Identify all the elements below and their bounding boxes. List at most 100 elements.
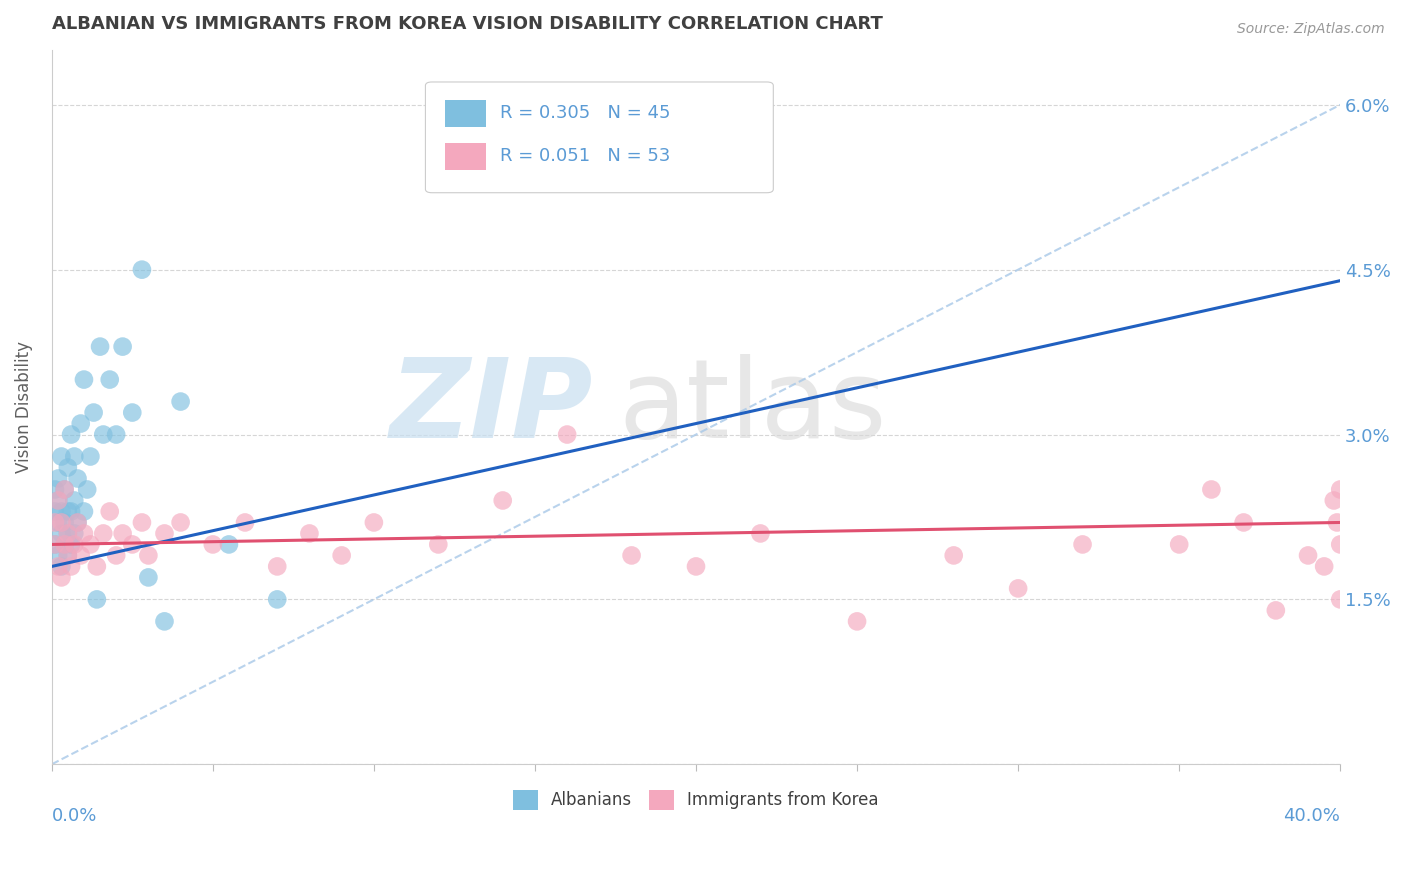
Point: [79, 450, 101, 464]
FancyBboxPatch shape: [426, 82, 773, 193]
Point: [169, 516, 191, 530]
Point: [73, 373, 96, 387]
Point: [91, 526, 114, 541]
Point: [131, 516, 153, 530]
Point: [98, 373, 121, 387]
Point: [111, 526, 134, 541]
Point: [53, 537, 76, 551]
Point: [169, 394, 191, 409]
Point: [1329, 483, 1351, 497]
Point: [44, 483, 66, 497]
Point: [63, 493, 86, 508]
Point: [86, 592, 108, 607]
FancyBboxPatch shape: [444, 100, 486, 127]
Point: [66, 516, 89, 530]
Point: [66, 516, 89, 530]
Point: [46, 549, 69, 563]
Point: [56, 526, 79, 541]
Point: [63, 526, 86, 541]
Point: [138, 549, 160, 563]
Point: [330, 549, 353, 563]
Point: [69, 549, 91, 563]
Point: [131, 262, 153, 277]
Text: 40.0%: 40.0%: [1284, 807, 1340, 825]
Point: [56, 504, 79, 518]
Point: [44, 516, 66, 530]
Point: [298, 526, 321, 541]
Point: [56, 549, 79, 563]
Point: [53, 516, 76, 530]
Point: [363, 516, 385, 530]
Legend: Albanians, Immigrants from Korea: Albanians, Immigrants from Korea: [506, 783, 886, 817]
Point: [51, 516, 73, 530]
Text: atlas: atlas: [619, 353, 887, 460]
Point: [51, 526, 73, 541]
Point: [266, 592, 288, 607]
Point: [56, 526, 79, 541]
Point: [83, 405, 105, 419]
Point: [46, 516, 69, 530]
Point: [91, 427, 114, 442]
Point: [218, 537, 240, 551]
Point: [121, 537, 143, 551]
Point: [66, 471, 89, 485]
Text: R = 0.305   N = 45: R = 0.305 N = 45: [501, 103, 671, 121]
Point: [63, 537, 86, 551]
Text: R = 0.051   N = 53: R = 0.051 N = 53: [501, 146, 671, 164]
Point: [51, 559, 73, 574]
Text: Source: ZipAtlas.com: Source: ZipAtlas.com: [1237, 22, 1385, 37]
Point: [846, 615, 869, 629]
Point: [1233, 516, 1256, 530]
Point: [685, 559, 707, 574]
Point: [46, 493, 69, 508]
Point: [201, 537, 224, 551]
Point: [1326, 516, 1348, 530]
Point: [1296, 549, 1319, 563]
Point: [60, 559, 83, 574]
Point: [46, 471, 69, 485]
Y-axis label: Vision Disability: Vision Disability: [15, 341, 32, 473]
Point: [89, 340, 111, 354]
Point: [620, 549, 643, 563]
Point: [1264, 603, 1286, 617]
Point: [51, 570, 73, 584]
Point: [749, 526, 772, 541]
Point: [79, 537, 101, 551]
Point: [111, 340, 134, 354]
Text: ALBANIAN VS IMMIGRANTS FROM KOREA VISION DISABILITY CORRELATION CHART: ALBANIAN VS IMMIGRANTS FROM KOREA VISION…: [52, 15, 883, 33]
Text: ZIP: ZIP: [389, 353, 593, 460]
Point: [138, 570, 160, 584]
Point: [46, 559, 69, 574]
Point: [1201, 483, 1223, 497]
Point: [98, 504, 121, 518]
Point: [60, 427, 83, 442]
Point: [492, 493, 515, 508]
Point: [1329, 537, 1351, 551]
Point: [1313, 559, 1336, 574]
Point: [53, 483, 76, 497]
Point: [1168, 537, 1191, 551]
Point: [105, 427, 128, 442]
FancyBboxPatch shape: [444, 143, 486, 169]
Text: 0.0%: 0.0%: [52, 807, 97, 825]
Point: [60, 537, 83, 551]
Point: [266, 559, 288, 574]
Point: [56, 549, 79, 563]
Point: [56, 460, 79, 475]
Point: [942, 549, 965, 563]
Point: [69, 417, 91, 431]
Point: [44, 504, 66, 518]
Point: [73, 526, 96, 541]
Point: [44, 537, 66, 551]
Point: [1071, 537, 1094, 551]
Point: [44, 537, 66, 551]
Point: [46, 493, 69, 508]
Point: [105, 549, 128, 563]
Point: [153, 526, 176, 541]
Point: [76, 483, 98, 497]
Point: [121, 405, 143, 419]
Point: [233, 516, 256, 530]
Point: [153, 615, 176, 629]
Point: [63, 450, 86, 464]
Point: [60, 504, 83, 518]
